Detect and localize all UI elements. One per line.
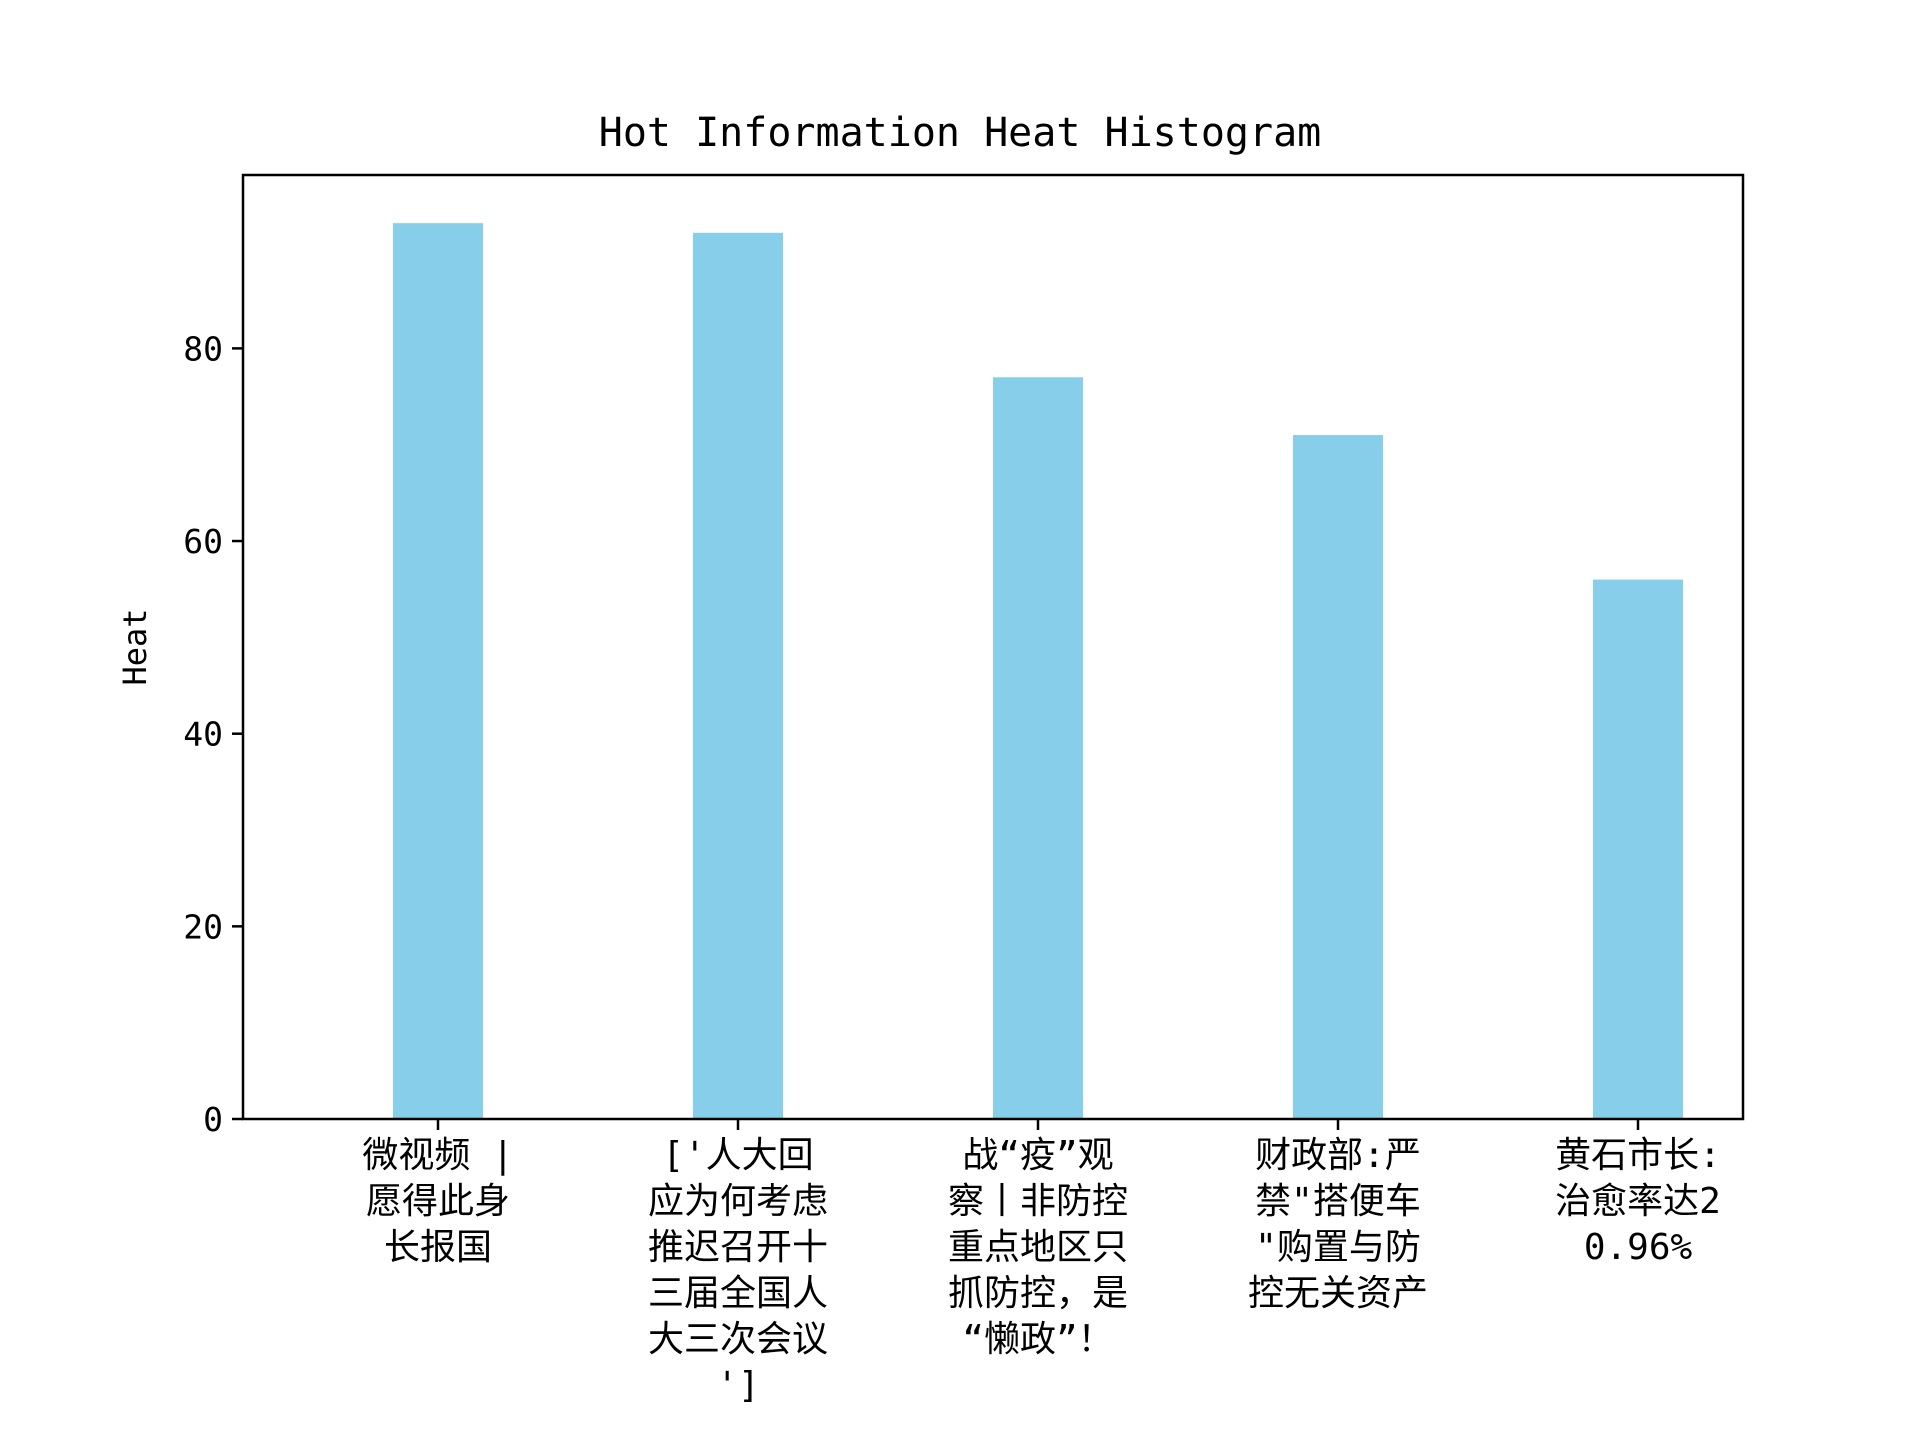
bar-0 xyxy=(393,223,483,1119)
x-tick-label-line: 长报国 xyxy=(384,1227,492,1268)
x-tick-label-line: 禁"搭便车 xyxy=(1255,1181,1421,1222)
x-tick-label-line: 推迟召开十 xyxy=(648,1227,828,1268)
x-tick-label-line: 应为何考虑 xyxy=(648,1181,828,1222)
y-axis: 0 20 40 60 80 xyxy=(183,329,243,1139)
bar-4 xyxy=(1593,579,1683,1119)
bar-2 xyxy=(993,377,1083,1119)
plot-frame xyxy=(241,173,1745,1121)
x-tick-label-line: 财政部:严 xyxy=(1255,1135,1421,1176)
x-tick-label-1: ['人大回应为何考虑推迟召开十三届全国人大三次会议 '] xyxy=(648,1135,828,1406)
x-tick-label-line: 微视频 | xyxy=(362,1135,513,1176)
chart-title: Hot Information Heat Histogram xyxy=(599,110,1321,156)
y-axis-label: Heat xyxy=(116,608,154,685)
x-tick-label-line: 战“疫”观 xyxy=(962,1135,1113,1176)
y-tick-label-4: 80 xyxy=(183,329,223,368)
x-tick-label-line: 重点地区只 xyxy=(948,1227,1128,1268)
y-tick-label-3: 60 xyxy=(183,522,223,561)
y-tick-label-2: 40 xyxy=(183,715,223,754)
x-tick-label-line: ['人大回 xyxy=(662,1135,813,1176)
x-tick-label-line: 治愈率达2 xyxy=(1555,1181,1721,1222)
x-tick-label-line: 控无关资产 xyxy=(1248,1273,1428,1314)
x-tick-label-2: 战“疫”观察丨非防控重点地区只抓防控，是 “懒政”！ xyxy=(948,1135,1128,1360)
x-tick-label-line: 0.96% xyxy=(1584,1227,1693,1268)
x-tick-label-line: 察丨非防控 xyxy=(948,1181,1128,1222)
x-tick-label-line: '] xyxy=(716,1365,759,1406)
x-tick-label-line: 抓防控，是 xyxy=(948,1273,1128,1314)
bar-group xyxy=(393,223,1683,1120)
bar-1 xyxy=(693,232,783,1120)
x-tick-label-line: “懒政”！ xyxy=(962,1319,1113,1360)
x-tick-label-line: 大三次会议 xyxy=(648,1319,828,1360)
bar-3 xyxy=(1293,435,1383,1119)
x-tick-label-line: 愿得此身 xyxy=(366,1181,510,1222)
x-tick-label-line: 黄石市长: xyxy=(1555,1135,1721,1176)
y-tick-label-1: 20 xyxy=(183,907,223,946)
x-tick-label-line: 三届全国人 xyxy=(648,1273,828,1314)
x-tick-label-3: 财政部:严禁"搭便车 "购置与防控无关资产 xyxy=(1248,1135,1428,1314)
y-tick-label-0: 0 xyxy=(203,1100,223,1139)
x-tick-label-4: 黄石市长: 治愈率达2 0.96% xyxy=(1555,1135,1721,1268)
x-axis: 微视频 | 愿得此身长报国 ['人大回应为何考虑推迟召开十三届全国人大三次会议 '] 战… xyxy=(362,1119,1721,1406)
x-tick-label-line: "购置与防 xyxy=(1255,1227,1421,1268)
x-tick-label-0: 微视频 | 愿得此身长报国 xyxy=(362,1135,513,1268)
